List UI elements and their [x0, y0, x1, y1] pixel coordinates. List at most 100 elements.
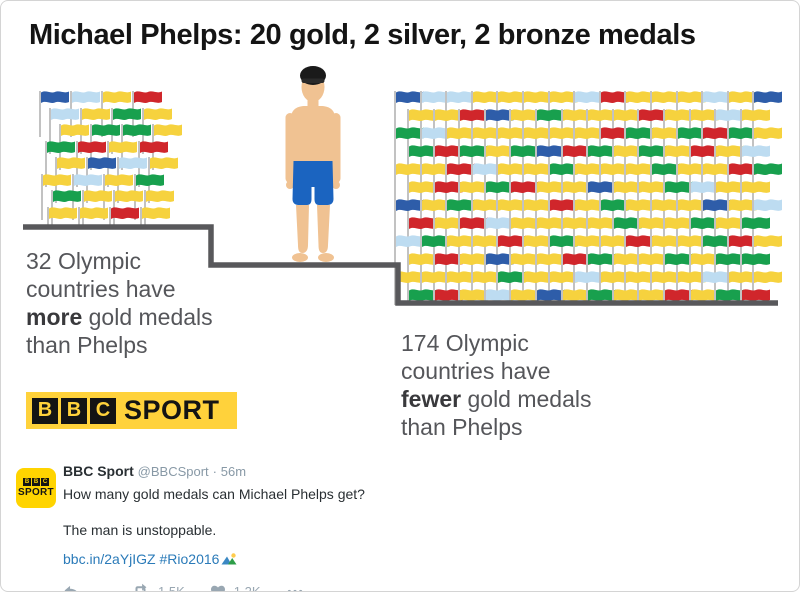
flag-banner — [716, 289, 745, 302]
flag-banner — [741, 109, 770, 122]
tweet-timestamp[interactable]: 56m — [220, 464, 247, 479]
flag-pole — [394, 163, 396, 209]
tweet-body: BBC Sport @BBCSport · 56m How many gold … — [63, 463, 763, 592]
flag-banner — [434, 253, 463, 266]
flag-banner — [562, 253, 591, 266]
tweet-author-handle[interactable]: @BBCSport — [137, 464, 209, 479]
flag-banner — [115, 190, 143, 203]
flag-banner — [421, 91, 450, 104]
flag-banner — [549, 271, 578, 284]
flag-banner — [626, 127, 655, 140]
flag-banner — [524, 199, 552, 212]
flag-pole — [598, 271, 601, 305]
bbc-logo-block: C — [90, 397, 116, 424]
flag-banner — [524, 235, 552, 248]
tweet-hashtag[interactable]: #Rio2016 — [159, 551, 220, 567]
flag-banner — [103, 91, 131, 104]
flag-banner — [485, 289, 514, 302]
flag-banner — [690, 217, 719, 230]
flag-banner — [396, 91, 424, 104]
flag-pole — [394, 91, 396, 137]
flag-banner — [677, 163, 706, 176]
flag-banner — [498, 91, 527, 104]
flag-banner — [88, 157, 116, 170]
tweet-author-name[interactable]: BBC Sport — [63, 463, 134, 479]
flag — [140, 205, 170, 269]
flag-banner — [600, 163, 629, 176]
phelps-figure — [285, 66, 341, 262]
flag-pole — [445, 271, 448, 305]
flag — [458, 287, 489, 351]
flag-pole — [637, 289, 640, 305]
flag-banner — [613, 181, 642, 194]
flag-banner — [524, 271, 552, 284]
flag-banner — [626, 271, 655, 284]
flag-banner — [588, 253, 617, 266]
flag — [45, 139, 75, 203]
flag — [394, 197, 424, 261]
bbc-logo-block: B — [32, 397, 58, 424]
flag-pole — [650, 271, 652, 305]
flag-banner — [613, 289, 642, 302]
right-caption-line3: fewer gold medals — [401, 386, 592, 412]
tweet-link-line: bbc.in/2aYjIGZ #Rio2016 — [63, 551, 763, 569]
flag-banner — [113, 107, 141, 120]
flag-pole — [47, 206, 49, 229]
flag-banner — [396, 271, 424, 284]
like-count: 1.2K — [233, 583, 261, 592]
flag-banner — [665, 181, 693, 194]
flag-banner — [639, 217, 668, 230]
left-caption-line3: more gold medals — [26, 304, 213, 330]
flag-banner — [575, 199, 604, 212]
reply-button[interactable] — [63, 583, 82, 591]
flag-banner — [652, 271, 680, 284]
flag-pole — [624, 271, 627, 305]
flag-banner — [665, 253, 693, 266]
tweet-actions: 1.5K 1.2K — [63, 582, 763, 592]
flag-banner — [472, 235, 501, 248]
flag-banner — [485, 109, 514, 122]
flag-banner — [588, 109, 617, 122]
left-caption-line4: than Phelps — [26, 332, 148, 358]
flag-banner — [741, 289, 770, 302]
flag-pole — [752, 271, 755, 305]
flag-banner — [472, 163, 501, 176]
flag-banner — [665, 109, 693, 122]
bbc-logo-word: SPORT — [124, 395, 220, 425]
flag — [394, 125, 424, 189]
flag-pole — [509, 289, 512, 305]
flag-banner — [703, 199, 732, 212]
flag-banner — [421, 127, 450, 140]
tweet-text-line2: The man is unstoppable. — [63, 522, 217, 538]
retweet-count: 1.5K — [158, 583, 185, 592]
flag-banner — [600, 271, 629, 284]
flag-banner — [472, 91, 501, 104]
heart-icon — [209, 583, 227, 591]
flag-pole — [675, 271, 678, 305]
flag-banner — [43, 173, 71, 186]
tweet-meta-dot: · — [212, 464, 217, 479]
flag-banner — [754, 235, 783, 248]
avatar[interactable]: B B C SPORT — [16, 468, 56, 508]
retweet-button[interactable]: 1.5K — [130, 582, 185, 592]
flag-pole — [140, 206, 142, 229]
flag-banner — [537, 181, 565, 194]
more-button[interactable] — [285, 583, 305, 591]
tweet-link[interactable]: bbc.in/2aYjIGZ — [63, 551, 156, 567]
flag-banner — [728, 127, 757, 140]
flag-pole — [49, 107, 51, 154]
flag — [688, 287, 719, 351]
flag-banner — [460, 181, 489, 194]
flag — [483, 287, 514, 351]
flag-banner — [690, 145, 719, 158]
flag-banner — [690, 253, 719, 266]
flag-banner — [498, 235, 527, 248]
flag-banner — [754, 199, 783, 212]
flag — [650, 269, 680, 333]
like-button[interactable]: 1.2K — [209, 583, 261, 592]
tweet-header: BBC Sport @BBCSport · 56m — [63, 463, 763, 479]
flag-banner — [47, 140, 75, 153]
flag-banner — [562, 181, 591, 194]
flag-banner — [511, 109, 540, 122]
